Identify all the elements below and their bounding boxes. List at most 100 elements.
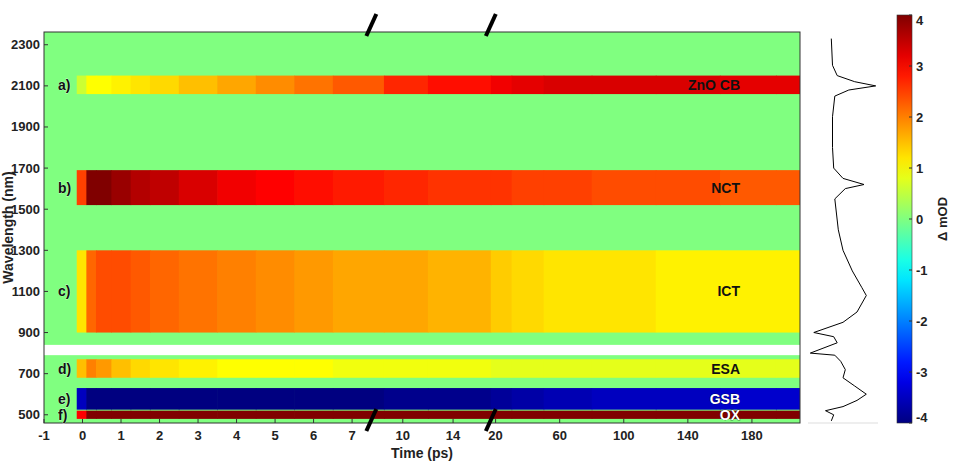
cell [428,170,491,205]
cell [776,250,800,332]
spectrum-line [810,39,875,421]
colorbar-tick [909,168,912,169]
cell [776,388,800,410]
cell [86,250,96,332]
cell [491,359,512,378]
x-tick-label: 2 [156,428,163,443]
cell [86,76,96,95]
axis-break [366,14,376,36]
band-name: ICT [717,283,740,299]
band-letter: e) [58,391,70,407]
y-tick [44,250,48,251]
x-tick-label: 180 [741,428,763,443]
cell [150,388,179,410]
cell [256,411,295,419]
cell [294,170,333,205]
cell [217,170,256,205]
cell [294,388,333,410]
cell [179,76,218,95]
x-tick [751,419,752,423]
colorbar-tick-label: 0 [916,212,923,227]
band-name: NCT [711,180,740,196]
x-tick-label: 1 [117,428,124,443]
cell [428,388,491,410]
colorbar-tick [909,117,912,118]
colorbar-tick-label: -2 [916,314,928,329]
colorbar-tick [909,372,912,373]
x-tick [121,419,122,423]
colorbar-tick-label: 3 [916,59,923,74]
y-tick-label: 1100 [12,284,40,299]
cell [57,359,77,378]
cell [96,411,112,419]
y-tick [44,168,48,169]
y-tick [44,85,48,86]
cell [111,170,131,205]
cell [86,170,96,205]
x-tick-label: 20 [488,428,502,443]
cell [150,76,179,95]
cell [776,170,800,205]
band-name: OX [720,407,741,423]
cell [512,411,545,419]
colorbar-tick-label: -3 [916,365,928,380]
cell [131,411,151,419]
x-tick-label: 60 [552,428,566,443]
x-tick [236,419,237,423]
x-tick [198,419,199,423]
plot-area [44,32,800,423]
cell [294,411,333,419]
cell [86,411,96,419]
cell [428,76,491,95]
cell [294,76,333,95]
y-tick [44,44,48,45]
y-tick-label: 700 [18,366,40,381]
cell [544,170,593,205]
cell [44,411,58,419]
x-tick [559,419,560,423]
cell [776,76,800,95]
cell [44,170,58,205]
cell [384,250,429,332]
cell [256,250,295,332]
frame [44,32,800,423]
band-name: ESA [711,361,740,377]
cell [77,411,87,419]
cell [44,76,58,95]
cell [150,359,179,378]
cell [491,388,512,410]
x-tick [352,419,353,423]
colorbar-tick [909,423,912,424]
colorbar-tick [909,66,912,67]
y-tick-label: 1900 [11,119,40,134]
cell [44,250,58,332]
cell [96,359,112,378]
cell [179,250,218,332]
x-tick [687,419,688,423]
y-tick-label: 2300 [11,37,40,52]
cell [86,388,96,410]
y-tick-label: 500 [18,407,40,422]
band-letter: d) [58,361,71,377]
cell [179,411,218,419]
cell [512,388,545,410]
cell [592,76,657,95]
cell [384,388,429,410]
x-tick [275,419,276,423]
cell [428,250,491,332]
x-tick [495,419,496,423]
cell [384,76,429,95]
y-tick [44,332,48,333]
band-letter: a) [58,77,70,93]
cell [333,359,385,378]
x-tick [313,419,314,423]
cell [256,388,295,410]
cell [592,250,657,332]
band-letter: c) [58,283,70,299]
cell [428,359,491,378]
y-tick [44,209,48,210]
cell [544,76,593,95]
cell [384,411,429,419]
cell [57,76,77,95]
x-tick-label: 14 [446,428,461,443]
